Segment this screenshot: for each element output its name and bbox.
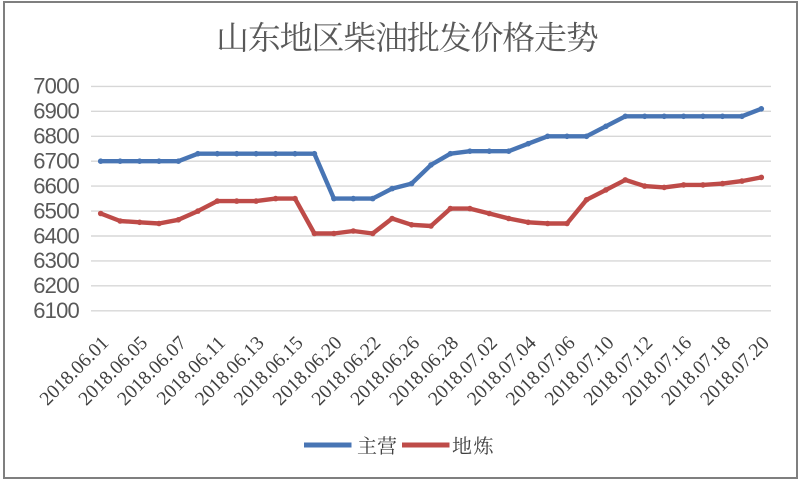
svg-text:6700: 6700 bbox=[33, 149, 79, 174]
svg-text:6900: 6900 bbox=[33, 99, 79, 124]
svg-text:6100: 6100 bbox=[33, 298, 79, 323]
svg-text:6300: 6300 bbox=[33, 248, 79, 273]
svg-text:6400: 6400 bbox=[33, 223, 79, 248]
svg-text:6200: 6200 bbox=[33, 273, 79, 298]
svg-text:6500: 6500 bbox=[33, 198, 79, 223]
svg-text:6600: 6600 bbox=[33, 173, 79, 198]
svg-text:6800: 6800 bbox=[33, 124, 79, 149]
svg-text:7000: 7000 bbox=[33, 74, 79, 99]
